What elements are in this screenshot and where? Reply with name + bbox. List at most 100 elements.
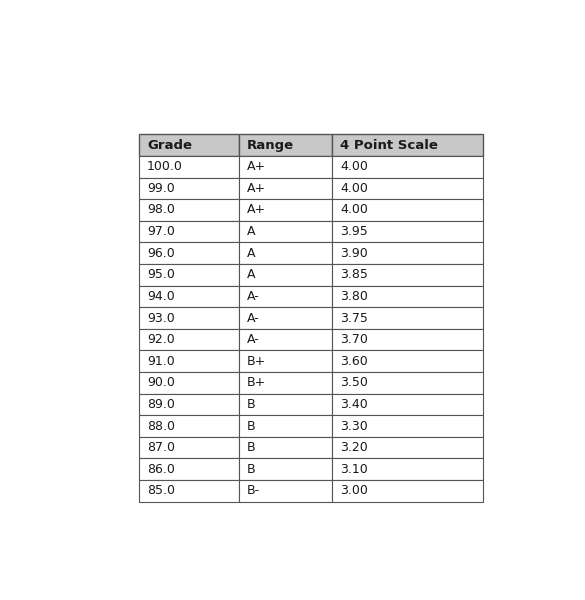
Bar — [332, 329, 483, 350]
Bar — [139, 221, 239, 242]
Text: 4 Point Scale: 4 Point Scale — [340, 139, 438, 152]
Bar — [239, 242, 332, 264]
Text: A-: A- — [247, 311, 260, 325]
Text: 3.00: 3.00 — [340, 484, 368, 497]
Bar — [139, 264, 239, 286]
Text: 3.75: 3.75 — [340, 311, 368, 325]
Bar — [239, 415, 332, 437]
Bar — [239, 307, 332, 329]
Text: 3.10: 3.10 — [340, 463, 368, 476]
Bar — [332, 242, 483, 264]
Bar — [239, 437, 332, 458]
Text: 3.80: 3.80 — [340, 290, 368, 303]
Bar — [239, 458, 332, 480]
Text: 87.0: 87.0 — [147, 441, 175, 454]
Bar — [332, 372, 483, 394]
Bar — [139, 242, 239, 264]
Text: 4.00: 4.00 — [340, 182, 368, 195]
Text: A: A — [247, 225, 256, 238]
Text: Range: Range — [247, 139, 294, 152]
Text: 93.0: 93.0 — [147, 311, 175, 325]
Text: 4.00: 4.00 — [340, 203, 368, 217]
Bar — [332, 480, 483, 502]
Text: A-: A- — [247, 333, 260, 346]
Text: 3.95: 3.95 — [340, 225, 368, 238]
Text: A-: A- — [247, 290, 260, 303]
Text: A+: A+ — [247, 203, 266, 217]
Bar — [332, 156, 483, 178]
Bar — [139, 178, 239, 199]
Text: 95.0: 95.0 — [147, 268, 175, 281]
Text: 3.60: 3.60 — [340, 355, 368, 368]
Bar — [139, 437, 239, 458]
Bar — [239, 221, 332, 242]
Bar — [139, 134, 239, 156]
Text: B+: B+ — [247, 355, 266, 368]
Text: 3.50: 3.50 — [340, 376, 368, 389]
Bar — [332, 134, 483, 156]
Bar — [239, 134, 332, 156]
Bar — [332, 307, 483, 329]
Text: 94.0: 94.0 — [147, 290, 175, 303]
Text: 96.0: 96.0 — [147, 247, 175, 260]
Text: 88.0: 88.0 — [147, 419, 175, 433]
Bar — [139, 394, 239, 415]
Text: 99.0: 99.0 — [147, 182, 175, 195]
Text: 86.0: 86.0 — [147, 463, 175, 476]
Text: B+: B+ — [247, 376, 266, 389]
Text: 3.70: 3.70 — [340, 333, 368, 346]
Bar — [239, 394, 332, 415]
Text: B: B — [247, 441, 256, 454]
Text: B: B — [247, 398, 256, 411]
Text: 91.0: 91.0 — [147, 355, 175, 368]
Text: 89.0: 89.0 — [147, 398, 175, 411]
Text: 3.40: 3.40 — [340, 398, 368, 411]
Bar — [139, 372, 239, 394]
Text: 4.00: 4.00 — [340, 160, 368, 173]
Bar — [239, 372, 332, 394]
Text: B-: B- — [247, 484, 260, 497]
Text: 3.30: 3.30 — [340, 419, 368, 433]
Text: 3.85: 3.85 — [340, 268, 368, 281]
Text: 97.0: 97.0 — [147, 225, 175, 238]
Text: B: B — [247, 419, 256, 433]
Text: 92.0: 92.0 — [147, 333, 175, 346]
Bar — [332, 415, 483, 437]
Bar — [332, 221, 483, 242]
Bar — [139, 307, 239, 329]
Text: 90.0: 90.0 — [147, 376, 175, 389]
Bar — [139, 156, 239, 178]
Text: 3.90: 3.90 — [340, 247, 368, 260]
Text: A+: A+ — [247, 182, 266, 195]
Bar — [139, 286, 239, 307]
Text: 3.20: 3.20 — [340, 441, 368, 454]
Text: A: A — [247, 247, 256, 260]
Bar — [332, 394, 483, 415]
Bar — [139, 199, 239, 221]
Bar — [332, 178, 483, 199]
Bar — [139, 415, 239, 437]
Bar — [239, 264, 332, 286]
Text: A: A — [247, 268, 256, 281]
Bar — [239, 199, 332, 221]
Text: 100.0: 100.0 — [147, 160, 183, 173]
Text: 98.0: 98.0 — [147, 203, 175, 217]
Bar — [239, 178, 332, 199]
Bar — [139, 458, 239, 480]
Text: B: B — [247, 463, 256, 476]
Bar — [139, 480, 239, 502]
Bar — [239, 480, 332, 502]
Text: Grade: Grade — [147, 139, 192, 152]
Bar — [332, 437, 483, 458]
Bar — [239, 350, 332, 372]
Bar — [139, 329, 239, 350]
Bar — [332, 458, 483, 480]
Bar — [332, 350, 483, 372]
Text: 85.0: 85.0 — [147, 484, 175, 497]
Bar — [239, 329, 332, 350]
Bar — [139, 350, 239, 372]
Bar — [239, 286, 332, 307]
Bar — [332, 264, 483, 286]
Bar — [239, 156, 332, 178]
Text: A+: A+ — [247, 160, 266, 173]
